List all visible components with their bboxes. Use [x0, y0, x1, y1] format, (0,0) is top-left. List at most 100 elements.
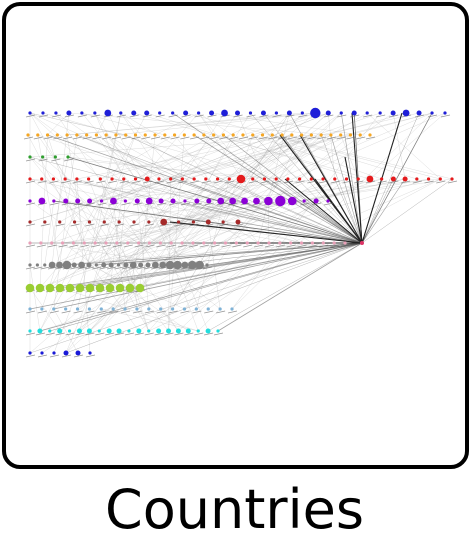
graph-node — [88, 351, 92, 355]
graph-edge — [361, 178, 453, 244]
node-label-mark — [85, 223, 95, 227]
graph-node — [71, 241, 76, 245]
graph-edge — [101, 308, 199, 332]
graph-node — [299, 241, 304, 245]
graph-edge — [340, 112, 363, 244]
graph-node — [209, 110, 215, 116]
graph-node — [245, 241, 249, 245]
node-label-mark — [174, 223, 184, 227]
node-label-mark — [91, 244, 101, 248]
graph-node — [205, 219, 211, 225]
graph-edge — [252, 134, 382, 180]
node-label-mark — [204, 310, 214, 314]
graph-node — [205, 328, 211, 334]
graph-edge — [178, 200, 233, 223]
graph-node — [426, 177, 431, 181]
graph-edge — [154, 112, 199, 136]
node-label-mark — [204, 223, 214, 227]
node-label-mark — [143, 180, 153, 184]
node-label-mark — [157, 202, 167, 206]
graph-edge — [272, 134, 453, 180]
graph-node — [221, 109, 228, 117]
node-label-mark — [180, 136, 190, 140]
graph-edge — [99, 134, 283, 332]
node-label-mark — [190, 180, 200, 184]
node-label-mark — [308, 244, 318, 248]
graph-node — [64, 307, 68, 311]
node-label-mark — [363, 114, 373, 118]
graph-node — [230, 307, 234, 311]
graph-edge — [138, 112, 238, 244]
graph-node-labels — [23, 114, 458, 358]
graph-node — [51, 177, 56, 181]
graph-edge — [74, 242, 204, 266]
graph-edge — [29, 112, 150, 202]
graph-edge — [125, 134, 363, 244]
node-label-mark — [213, 180, 223, 184]
graph-node — [54, 111, 58, 115]
node-label-mark — [80, 244, 90, 248]
graph-node — [28, 155, 32, 159]
graph-node — [63, 350, 69, 356]
node-label-mark — [376, 114, 386, 118]
node-label-mark — [209, 136, 219, 140]
thumbnail-card[interactable] — [2, 2, 469, 469]
graph-node — [300, 111, 304, 115]
graph-node — [196, 329, 200, 333]
graph-edge — [217, 178, 363, 244]
graph-node — [365, 111, 369, 115]
graph-edge — [49, 242, 363, 332]
graph-node — [241, 133, 245, 137]
graph-node — [110, 177, 114, 181]
graph-node — [114, 133, 118, 137]
graph-node — [138, 262, 144, 268]
node-label-mark — [243, 244, 253, 248]
graph-node — [402, 176, 408, 182]
graph-node — [443, 111, 447, 115]
graph-node — [28, 329, 32, 333]
node-label-mark — [55, 223, 65, 227]
node-label-mark — [323, 202, 334, 206]
node-label-mark — [85, 202, 95, 206]
graph-node — [39, 241, 43, 245]
node-label-mark — [248, 136, 258, 140]
graph-node — [104, 133, 108, 137]
graph-node — [278, 241, 282, 245]
graph-node — [41, 155, 45, 159]
graph-node — [182, 307, 187, 311]
node-label-mark — [25, 354, 36, 358]
graph-node — [231, 133, 235, 137]
graph-edge — [37, 134, 171, 180]
graph-node — [144, 110, 150, 116]
node-label-mark — [107, 266, 117, 270]
node-label-mark — [156, 244, 166, 248]
node-label-mark — [297, 136, 307, 140]
graph-edge — [106, 134, 162, 202]
graph-edge — [118, 200, 126, 266]
graph-node — [191, 241, 195, 245]
graph-node — [194, 198, 200, 204]
node-label-mark — [248, 180, 258, 184]
node-label-mark — [254, 244, 264, 248]
graph-node — [218, 307, 222, 311]
node-label-mark — [401, 180, 411, 184]
node-label-mark — [219, 223, 229, 227]
graph-edge — [79, 178, 124, 332]
node-label-mark — [45, 332, 55, 336]
graph-node — [97, 329, 101, 333]
graph-node — [227, 177, 231, 181]
node-label-mark — [35, 332, 45, 336]
graph-edge — [361, 178, 394, 244]
graph-edge — [42, 112, 277, 180]
graph-node — [151, 261, 159, 269]
node-label-mark — [190, 136, 200, 140]
graph-edge — [146, 112, 359, 180]
graph-edge — [160, 308, 179, 332]
graph-edge — [51, 156, 69, 244]
graph-node — [332, 241, 336, 245]
graph-edge — [256, 112, 342, 202]
node-label-mark — [427, 114, 438, 118]
graph-edge — [163, 221, 209, 332]
graph-node — [450, 177, 454, 181]
node-label-mark — [199, 244, 209, 248]
